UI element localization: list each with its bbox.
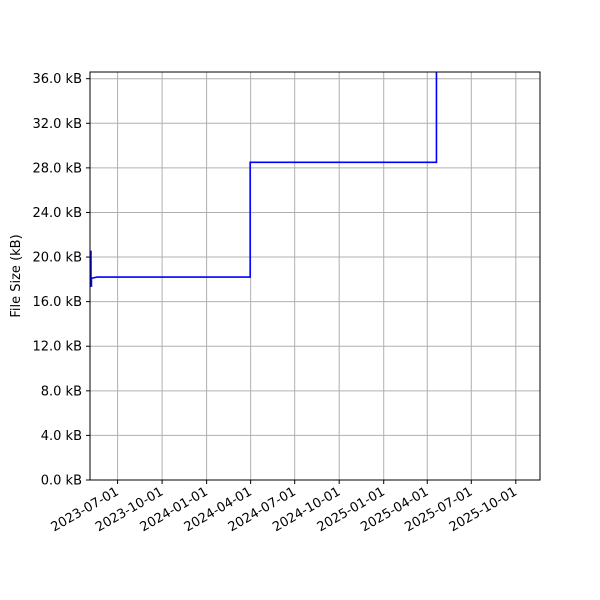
plot-frame: [89, 71, 541, 481]
y-tick-label: 20.0 kB: [32, 251, 82, 266]
y-tick-label: 16.0 kB: [32, 295, 82, 310]
series-line-0: [90, 72, 438, 287]
y-tick-label: 12.0 kB: [32, 340, 82, 355]
y-tick-label: 24.0 kB: [32, 206, 82, 221]
y-axis-label: File Size (kB): [9, 234, 24, 317]
series-layer: [90, 72, 438, 287]
y-tick-label: 0.0 kB: [41, 474, 82, 489]
y-tick-label: 8.0 kB: [41, 384, 82, 399]
y-tick-label: 36.0 kB: [32, 72, 82, 87]
y-tick-label: 4.0 kB: [41, 429, 82, 444]
y-tick-label: 32.0 kB: [32, 117, 82, 132]
y-tick-label: 28.0 kB: [32, 161, 82, 176]
grid: [90, 72, 540, 481]
